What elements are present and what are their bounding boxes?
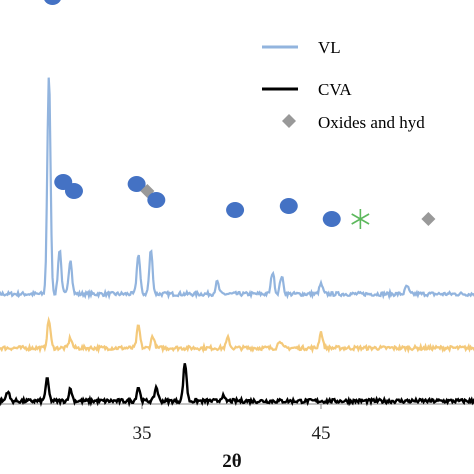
legend: VL CVA Oxides and hyd [262, 38, 425, 132]
marker-layer [44, 0, 436, 229]
marker-star-stroke [351, 213, 370, 225]
marker-circle [64, 183, 83, 199]
series-layer [0, 77, 474, 408]
legend-label-cva: CVA [318, 80, 352, 99]
x-tick-label-45: 45 [312, 423, 331, 444]
series-line-3 [0, 363, 474, 408]
marker-circle [226, 202, 245, 218]
marker-circle [279, 198, 298, 214]
marker-circle [147, 192, 166, 208]
marker-circle [127, 176, 146, 192]
x-tick-label-35: 35 [133, 423, 152, 444]
legend-label-vl: VL [318, 38, 341, 57]
marker-circle [44, 0, 61, 5]
marker-star [351, 209, 370, 229]
series-line-1 [0, 77, 474, 301]
series-line-2 [0, 316, 474, 354]
marker-diamond [421, 212, 436, 226]
legend-label-oxides: Oxides and hyd [318, 113, 425, 132]
legend-swatch-oxides [282, 114, 296, 128]
marker-circle [322, 211, 341, 227]
x-axis-title: 2θ [222, 451, 242, 472]
